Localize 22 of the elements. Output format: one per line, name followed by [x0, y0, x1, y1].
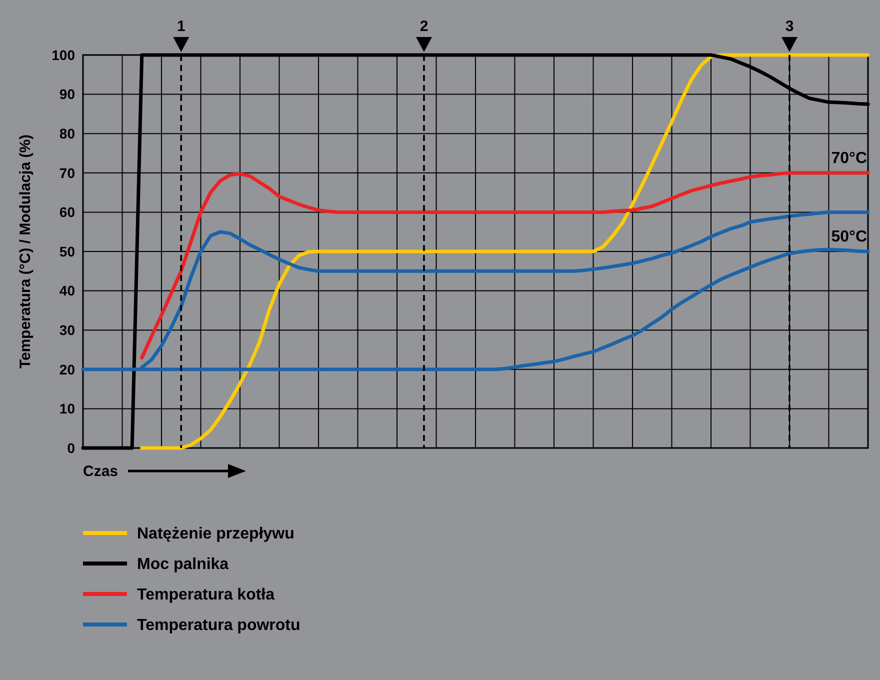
text: 3: [785, 18, 794, 35]
y-tick-label: 90: [59, 86, 76, 102]
y-tick-label: 100: [52, 46, 76, 63]
legend-label: Temperatura powrotu: [137, 617, 300, 634]
y-tick-label: 0: [67, 440, 76, 456]
y-tick-label: 60: [59, 204, 76, 220]
annotation: 70°C: [831, 150, 868, 167]
y-tick-label: 70: [59, 164, 76, 181]
text: 2: [420, 18, 428, 35]
legend-label: Temperatura kotła: [137, 586, 275, 604]
legend-label: Natężenie przepływu: [137, 526, 294, 543]
y-axis-title: Temperatura (°C) / Modulacja (%): [17, 134, 34, 369]
annotation: 50°C: [831, 228, 868, 246]
y-tick-label: 20: [59, 361, 76, 378]
y-tick-label: 10: [59, 400, 76, 417]
text: 1: [176, 18, 186, 35]
legend-label: Moc palnika: [137, 556, 229, 574]
y-tick-label: 80: [59, 126, 76, 142]
x-axis-title: Czas: [83, 463, 118, 480]
y-tick-label: 50: [59, 243, 76, 260]
y-tick-label: 40: [59, 282, 76, 299]
y-tick-label: 30: [59, 322, 76, 338]
